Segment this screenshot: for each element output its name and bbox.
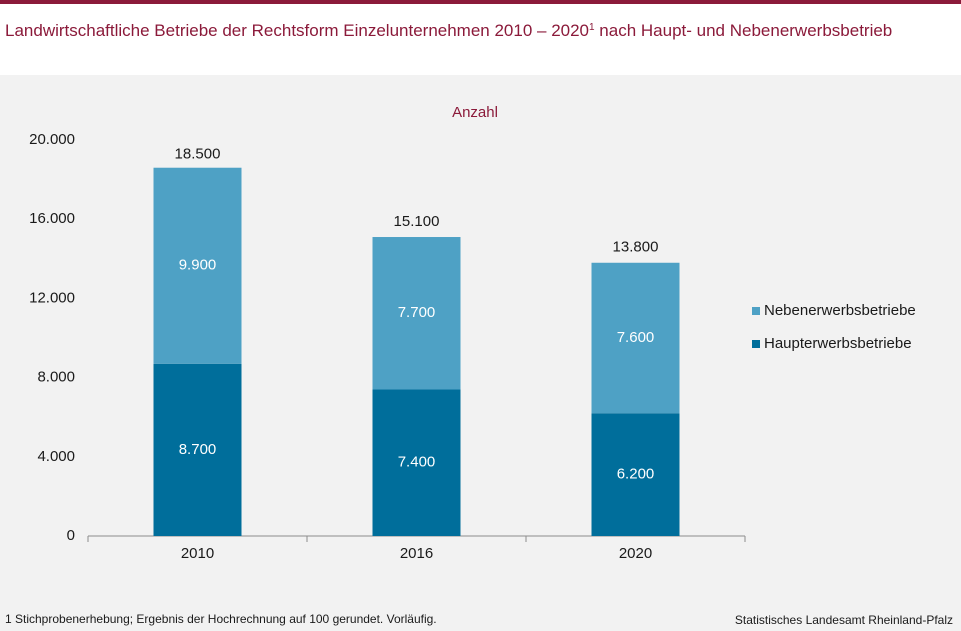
y-tick-label: 20.000: [29, 131, 75, 148]
y-tick-label: 12.000: [29, 289, 75, 306]
legend-swatch: [752, 307, 760, 315]
x-tick-label: 2010: [181, 545, 214, 562]
bar-segment: [591, 413, 680, 536]
bar-segment: [153, 363, 242, 536]
title-footnote-mark: 1: [589, 22, 595, 33]
value-label: 6.200: [617, 466, 655, 483]
chart-title: Landwirtschaftliche Betriebe der Rechtsf…: [5, 20, 945, 41]
value-label: 7.600: [617, 329, 655, 346]
x-tick-label: 2016: [400, 545, 433, 562]
bar-segment: [591, 262, 680, 414]
y-tick-label: 0: [67, 527, 75, 544]
title-text-rest: nach Haupt- und Nebenerwerbsbetrieb: [594, 21, 893, 40]
bar-segment: [372, 237, 461, 390]
legend-label: Nebenerwerbsbetriebe: [764, 302, 916, 319]
top-bar: [0, 0, 961, 4]
y-tick-label: 16.000: [29, 210, 75, 227]
unit-label: Anzahl: [452, 104, 498, 121]
source: Statistisches Landesamt Rheinland-Pfalz: [735, 613, 953, 627]
value-label: 7.400: [398, 454, 436, 471]
legend-label: Haupterwerbsbetriebe: [764, 335, 912, 352]
legend-swatch: [752, 340, 760, 348]
total-label: 13.800: [613, 239, 659, 256]
y-tick-label: 8.000: [37, 369, 75, 386]
value-label: 7.700: [398, 304, 436, 321]
x-tick-label: 2020: [619, 545, 652, 562]
value-label: 9.900: [179, 257, 217, 274]
total-label: 18.500: [175, 146, 221, 163]
value-label: 8.700: [179, 441, 217, 458]
footnote: 1 Stichprobenerhebung; Ergebnis der Hoch…: [5, 612, 437, 626]
y-tick-label: 4.000: [37, 448, 75, 465]
bar-segment: [372, 389, 461, 536]
bar-segment: [153, 167, 242, 364]
title-text: Landwirtschaftliche Betriebe der Rechtsf…: [5, 21, 590, 40]
total-label: 15.100: [394, 213, 440, 230]
chart-background: [0, 75, 961, 631]
